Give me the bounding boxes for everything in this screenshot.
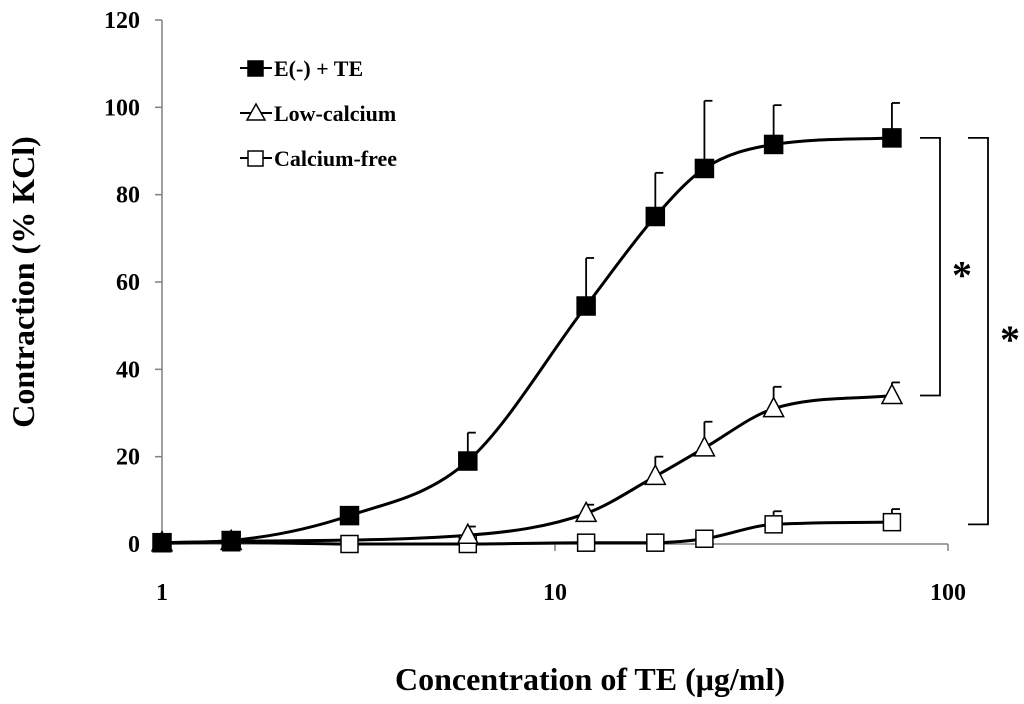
filled-square-icon [247,60,264,77]
x-tick-label: 100 [930,580,966,606]
marker-calcium-free [882,512,902,532]
legend-label-e-te: E(-) + TE [274,56,363,81]
legend-label-low-calcium: Low-calcium [274,101,396,126]
marker-e-te [694,158,715,179]
marker-low-calcium [762,396,785,418]
legend-item-calcium-free: Calcium-free [240,146,397,171]
y-tick-label: 60 [116,270,140,296]
marker-calcium-free [340,534,359,554]
marker-low-calcium [456,522,480,545]
marker-e-te [763,134,784,155]
marker-low-calcium [880,382,904,405]
marker-low-calcium [574,500,598,523]
y-axis-title: Contraction (% KCl) [5,136,41,428]
x-ticks: 1 10 100 [156,544,966,606]
error-bars [348,99,900,536]
significance-star: * [1000,317,1020,362]
marker-e-te [645,206,666,227]
x-tick-label: 10 [543,580,567,606]
curve-e-te [161,136,892,545]
marker-e-te [458,451,478,471]
significance-brackets: ** [920,137,1020,526]
marker-e-te [339,505,360,526]
marker-calcium-free [764,515,783,534]
marker-e-te [576,296,596,316]
y-tick-label: 0 [128,532,140,558]
marker-e-te [882,128,902,148]
significance-bracket [968,137,989,526]
marker-low-calcium [644,463,667,486]
y-tick-label: 120 [104,8,140,34]
series-curves [161,136,893,546]
legend-item-e-te: E(-) + TE [240,56,363,81]
y-tick-label: 100 [104,95,140,121]
marker-low-calcium [693,435,716,457]
open-square-icon [247,150,264,167]
marker-calcium-free [646,533,665,552]
marker-calcium-free [695,529,714,549]
significance-bracket [920,137,941,397]
marker-calcium-free [576,533,596,552]
y-tick-label: 40 [116,357,140,383]
y-tick-label: 20 [116,445,140,471]
legend-label-calcium-free: Calcium-free [274,146,397,171]
marker-e-te [152,532,172,553]
x-axis-title: Concentration of TE (μg/ml) [395,661,785,697]
legend-item-low-calcium: Low-calcium [240,101,396,126]
marker-e-te [221,530,241,551]
y-tick-label: 80 [116,183,140,209]
series-markers [150,128,904,554]
legend: E(-) + TE Low-calcium Calcium-free [240,56,397,171]
curve-calcium-free [161,520,892,546]
open-triangle-icon [245,102,267,121]
y-ticks: 0 20 40 60 80 100 120 [104,8,162,558]
significance-star: * [952,253,972,298]
x-tick-label: 1 [156,580,168,606]
